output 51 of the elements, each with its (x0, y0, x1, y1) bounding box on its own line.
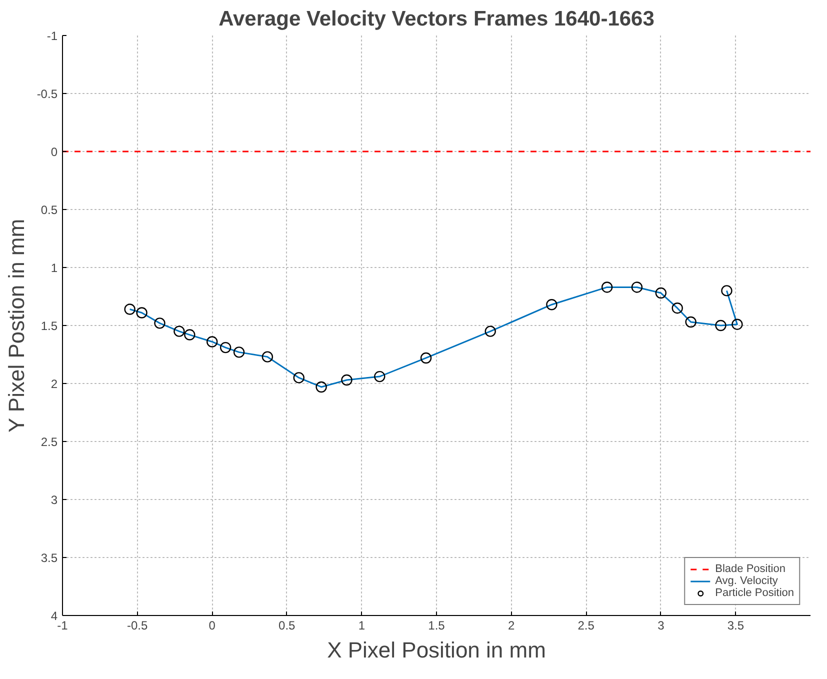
point (601, 282, 613, 293)
y-tick-label: -1 (46, 29, 58, 43)
point (206, 336, 218, 348)
y-tick-label: 2 (50, 377, 58, 391)
x-tick-label: 1.5 (428, 618, 446, 632)
point (631, 282, 643, 293)
x-tick-label: 3 (658, 618, 665, 632)
legend-label: Particle Position (715, 587, 794, 599)
y-tick-label: 4 (50, 609, 58, 623)
point (685, 316, 696, 328)
point (546, 299, 558, 310)
y-tick-label: 1.5 (40, 319, 58, 333)
x-tick-label: 2 (508, 618, 515, 632)
point (293, 372, 304, 384)
y-tick-label: 2.5 (40, 435, 58, 449)
x-tick-label: 0.5 (278, 618, 296, 632)
x-tick-label: 1 (358, 618, 366, 632)
point (174, 326, 185, 337)
point (154, 318, 166, 329)
point (136, 307, 148, 318)
point (721, 285, 732, 296)
y-tick-label: 0.5 (40, 203, 58, 217)
y-tick-label: 0 (50, 145, 58, 159)
point (715, 320, 726, 332)
x-tick-label: 0 (208, 618, 216, 632)
y-tick-label: -0.5 (36, 87, 58, 101)
point (262, 351, 274, 362)
x-tick-label: -0.5 (126, 618, 148, 632)
x-axis-title: X Pixel Position in mm (327, 638, 546, 662)
legend-label: Blade Position (715, 563, 786, 575)
point (184, 329, 196, 340)
point (672, 302, 683, 314)
point (420, 352, 432, 364)
chart-title: Average Velocity Vectors Frames 1640-1663 (218, 8, 654, 30)
point (316, 381, 327, 393)
x-tick-label: 2.5 (578, 618, 595, 632)
point (374, 370, 386, 382)
y-tick-label: 3 (50, 493, 58, 507)
point (732, 318, 743, 330)
y-tick-label: 1 (50, 261, 58, 275)
point (341, 374, 352, 386)
y-axis-title: Y Pixel Postion in mm (4, 218, 29, 432)
point (220, 342, 232, 354)
y-tick-label: 3.5 (40, 551, 58, 565)
point (484, 326, 496, 337)
point (233, 346, 245, 358)
point (655, 287, 666, 299)
x-tick-label: 3.5 (727, 618, 744, 632)
point (124, 304, 136, 315)
line-series (129, 286, 738, 388)
legend-label: Avg. Velocity (715, 575, 778, 587)
